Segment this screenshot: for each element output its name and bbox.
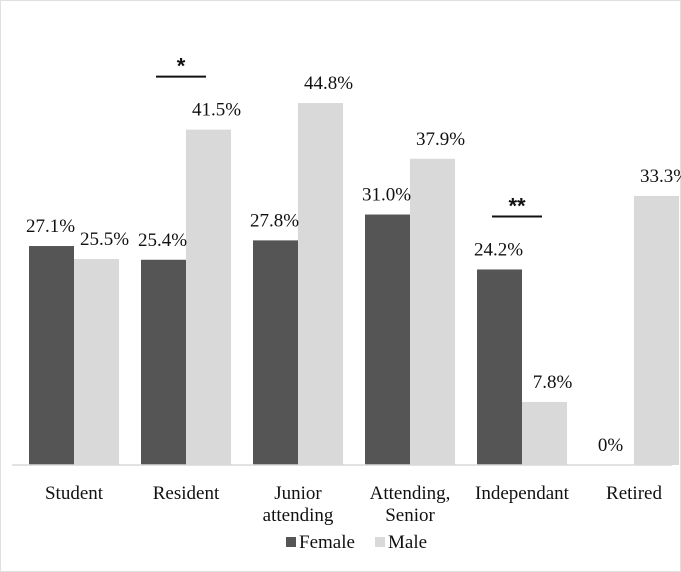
value-label-female-4: 24.2% [474,239,523,260]
x-tick-label-3-line-1: Senior [385,505,435,526]
legend: Female Male [286,532,427,553]
bar-female-1 [141,259,186,465]
bar-male-5 [634,195,679,465]
legend-label-female: Female [299,532,355,553]
bar-male-0 [74,258,119,465]
value-label-male-5: 33.3% [640,166,681,187]
value-label-male-4: 7.8% [533,372,573,393]
value-label-male-3: 37.9% [416,129,465,150]
x-tick-label-2-line-0: Junior [274,483,322,504]
significance-label-0: * [177,54,186,79]
x-tick-label-1: Resident [153,483,220,504]
value-label-male-2: 44.8% [304,73,353,94]
value-label-male-0: 25.5% [80,229,129,250]
x-tick-label-0: Student [45,483,104,504]
value-label-female-0: 27.1% [26,216,75,237]
bars-group [29,103,679,466]
bar-female-3 [365,214,410,465]
x-tick-label-2-line-1: attending [263,505,334,526]
value-label-female-2: 27.8% [250,210,299,231]
value-label-female-3: 31.0% [362,185,411,206]
value-label-female-5: 0% [598,435,624,456]
significance-group: *** [156,54,542,218]
bar-male-1 [186,129,231,465]
bar-male-4 [522,401,567,465]
legend-swatch-male [375,537,385,547]
bar-female-2 [253,240,298,465]
value-label-male-1: 41.5% [192,100,241,121]
bar-female-0 [29,246,74,465]
value-label-female-1: 25.4% [138,230,187,251]
significance-label-1: ** [508,193,526,218]
legend-swatch-female [286,537,296,547]
legend-label-male: Male [388,532,427,553]
bar-female-4 [477,269,522,465]
x-tick-label-3-line-0: Attending, [370,483,451,504]
bar-male-2 [298,103,343,466]
bar-male-3 [410,158,455,465]
x-tick-label-4: Independant [475,483,570,504]
x-tick-label-5: Retired [606,483,662,504]
value-labels-group: 27.1% 25.4% 27.8% 31.0% 24.2% 0% 25.5% 41.5% 44.… [26,73,681,456]
